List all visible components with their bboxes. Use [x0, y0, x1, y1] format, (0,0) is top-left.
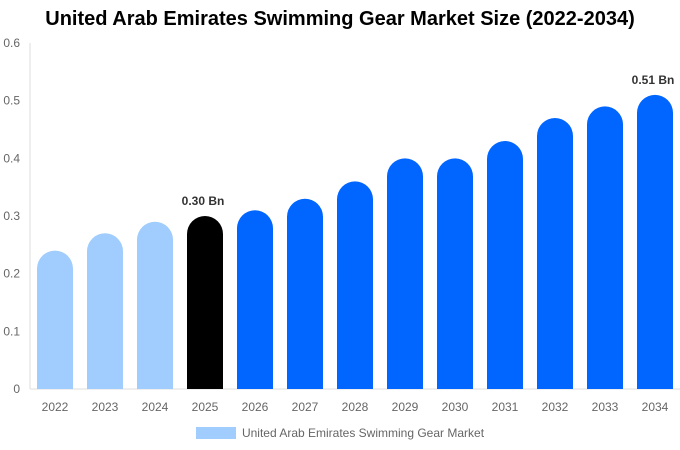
bar-2025	[187, 216, 223, 389]
x-tick-label: 2025	[192, 400, 219, 414]
data-label-2025: 0.30 Bn	[182, 194, 225, 208]
bar-2032	[537, 117, 573, 389]
x-tick-label: 2023	[92, 400, 119, 414]
x-tick-label: 2032	[542, 400, 569, 414]
y-tick-label: 0.6	[3, 36, 20, 50]
legend-label: United Arab Emirates Swimming Gear Marke…	[241, 426, 485, 440]
legend: United Arab Emirates Swimming Gear Marke…	[0, 426, 680, 440]
x-tick-label: 2030	[442, 400, 469, 414]
bar-2030	[437, 158, 473, 389]
x-tick-label: 2027	[292, 400, 319, 414]
legend-swatch	[195, 427, 236, 439]
bar-2024	[137, 221, 173, 389]
x-tick-label: 2026	[242, 400, 269, 414]
bar-2029	[387, 158, 423, 389]
y-tick-label: 0.3	[3, 209, 20, 223]
y-tick-label: 0.1	[3, 324, 20, 338]
x-tick-label: 2033	[592, 400, 619, 414]
data-label-2034: 0.51 Bn	[632, 73, 675, 87]
bar-2031	[487, 141, 523, 389]
x-tick-label: 2028	[342, 400, 369, 414]
y-tick-label: 0.4	[3, 151, 20, 165]
bar-2027	[287, 198, 323, 389]
x-tick-label: 2029	[392, 400, 419, 414]
bar-2022	[37, 250, 73, 389]
y-tick-label: 0	[13, 382, 20, 396]
x-tick-label: 2031	[492, 400, 519, 414]
y-tick-label: 0.5	[3, 94, 20, 108]
bar-2023	[87, 233, 123, 389]
x-tick-label: 2034	[642, 400, 669, 414]
y-tick-label: 0.2	[3, 267, 20, 281]
chart-title: United Arab Emirates Swimming Gear Marke…	[45, 8, 635, 30]
bar-2028	[337, 181, 373, 389]
bar-2026	[237, 210, 273, 389]
x-tick-label: 2024	[142, 400, 169, 414]
x-tick-label: 2022	[42, 400, 69, 414]
bar-2033	[587, 106, 623, 389]
bar-2034	[637, 94, 673, 389]
